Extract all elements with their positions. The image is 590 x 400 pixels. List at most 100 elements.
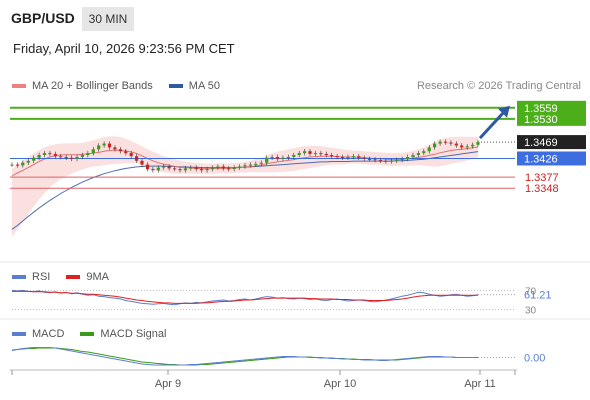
candle-body bbox=[42, 153, 47, 155]
candle-body bbox=[37, 155, 41, 158]
candle-body bbox=[167, 166, 171, 169]
candle-body bbox=[476, 142, 480, 145]
legend-swatch bbox=[80, 332, 95, 336]
candle-body bbox=[406, 157, 410, 159]
candle-body bbox=[221, 166, 225, 169]
candle-body bbox=[151, 169, 155, 171]
candle-body bbox=[265, 157, 269, 163]
legend-label: MACD bbox=[32, 328, 65, 340]
candle-body bbox=[216, 166, 220, 168]
candle-body bbox=[400, 158, 404, 160]
level-label-resistance: 1.3530 bbox=[524, 114, 558, 126]
macd-legend: MACD MACD Signal bbox=[12, 328, 182, 340]
candle-body bbox=[378, 160, 383, 161]
candle-body bbox=[460, 145, 464, 148]
chart-header: GBP/USD 30 MIN bbox=[0, 0, 590, 36]
candle-body bbox=[80, 155, 84, 157]
candle-body bbox=[227, 168, 231, 170]
candle-body bbox=[443, 141, 448, 143]
candle-body bbox=[210, 167, 215, 170]
candle-body bbox=[297, 153, 301, 155]
legend-item-9ma: 9MA bbox=[66, 271, 109, 283]
candle-body bbox=[319, 153, 323, 155]
candle-body bbox=[173, 168, 177, 170]
forecast-arrow-shaft bbox=[478, 108, 508, 140]
legend-label: RSI bbox=[32, 271, 51, 283]
candle-body bbox=[140, 160, 144, 165]
candle-body bbox=[205, 169, 209, 171]
candle-body bbox=[15, 164, 19, 166]
candle-body bbox=[248, 164, 252, 166]
main-legend: MA 20 + Bollinger Bands MA 50 bbox=[12, 80, 236, 92]
candle-body bbox=[194, 167, 198, 170]
candle-body bbox=[357, 156, 361, 158]
support-label: 1.3348 bbox=[525, 183, 559, 195]
candle-body bbox=[10, 164, 14, 166]
candle-body bbox=[313, 153, 317, 155]
candle-body bbox=[422, 151, 426, 154]
candle-body bbox=[107, 143, 112, 148]
timeframe-badge[interactable]: 30 MIN bbox=[82, 7, 134, 31]
candle-body bbox=[346, 157, 350, 158]
candle-body bbox=[129, 153, 133, 157]
candle-body bbox=[433, 143, 437, 148]
macd-line bbox=[11, 347, 478, 366]
candle-body bbox=[259, 162, 263, 164]
candle-body bbox=[324, 153, 328, 155]
candle-body bbox=[183, 168, 187, 171]
level-box-resistance bbox=[517, 100, 586, 115]
candle-body bbox=[97, 145, 101, 150]
legend-label: MA 20 + Bollinger Bands bbox=[32, 80, 153, 92]
support-label: 1.3377 bbox=[525, 172, 559, 184]
legend-item-macd-signal: MACD Signal bbox=[80, 328, 166, 340]
candle-body bbox=[411, 155, 415, 157]
candle-body bbox=[438, 141, 442, 144]
candle-body bbox=[75, 157, 79, 159]
legend-swatch bbox=[12, 332, 26, 336]
currency-pair-title: GBP/USD bbox=[11, 10, 75, 26]
candle-body bbox=[335, 156, 339, 158]
candle-body bbox=[189, 167, 193, 169]
rsi-threshold-label: 70 bbox=[525, 286, 537, 297]
candle-body bbox=[238, 166, 242, 168]
chart-datetime: Friday, April 10, 2026 9:23:56 PM CET bbox=[13, 41, 235, 56]
candle-body bbox=[145, 164, 150, 170]
candle-body bbox=[281, 157, 285, 159]
candle-body bbox=[118, 149, 122, 152]
legend-item-macd: MACD bbox=[12, 328, 64, 340]
candle-body bbox=[351, 156, 355, 158]
candle-body bbox=[368, 158, 372, 160]
level-box-resistance bbox=[517, 111, 586, 126]
level-label-pivot: 1.3426 bbox=[524, 153, 558, 165]
candle-body bbox=[59, 156, 63, 158]
x-axis-tick-label: Apr 11 bbox=[464, 378, 496, 390]
candle-body bbox=[449, 142, 453, 144]
candle-body bbox=[416, 153, 420, 155]
candle-body bbox=[427, 147, 431, 152]
rsi-value-label: 61.21 bbox=[524, 290, 552, 302]
macd-signal-line bbox=[11, 347, 478, 366]
legend-item-rsi: RSI bbox=[12, 271, 50, 283]
candle-body bbox=[102, 143, 106, 146]
candle-body bbox=[26, 160, 30, 163]
candle-body bbox=[178, 169, 182, 171]
candle-body bbox=[21, 162, 25, 166]
legend-item-ma20: MA 20 + Bollinger Bands bbox=[12, 80, 153, 92]
candle-body bbox=[465, 146, 469, 148]
level-box-pivot bbox=[517, 151, 586, 166]
candle-body bbox=[308, 151, 312, 154]
current-price-box bbox=[517, 135, 586, 150]
candle-body bbox=[395, 160, 399, 161]
candle-body bbox=[232, 167, 236, 170]
candle-body bbox=[373, 159, 377, 161]
legend-label: MACD Signal bbox=[100, 328, 167, 340]
rsi-legend: RSI 9MA bbox=[12, 271, 125, 283]
candle-body bbox=[124, 151, 128, 154]
bollinger-band bbox=[12, 136, 478, 237]
candle-body bbox=[70, 157, 74, 159]
candle-body bbox=[91, 149, 95, 154]
x-axis-tick-label: Apr 10 bbox=[324, 378, 356, 390]
legend-item-ma50: MA 50 bbox=[168, 80, 220, 92]
candle-body bbox=[135, 156, 139, 161]
